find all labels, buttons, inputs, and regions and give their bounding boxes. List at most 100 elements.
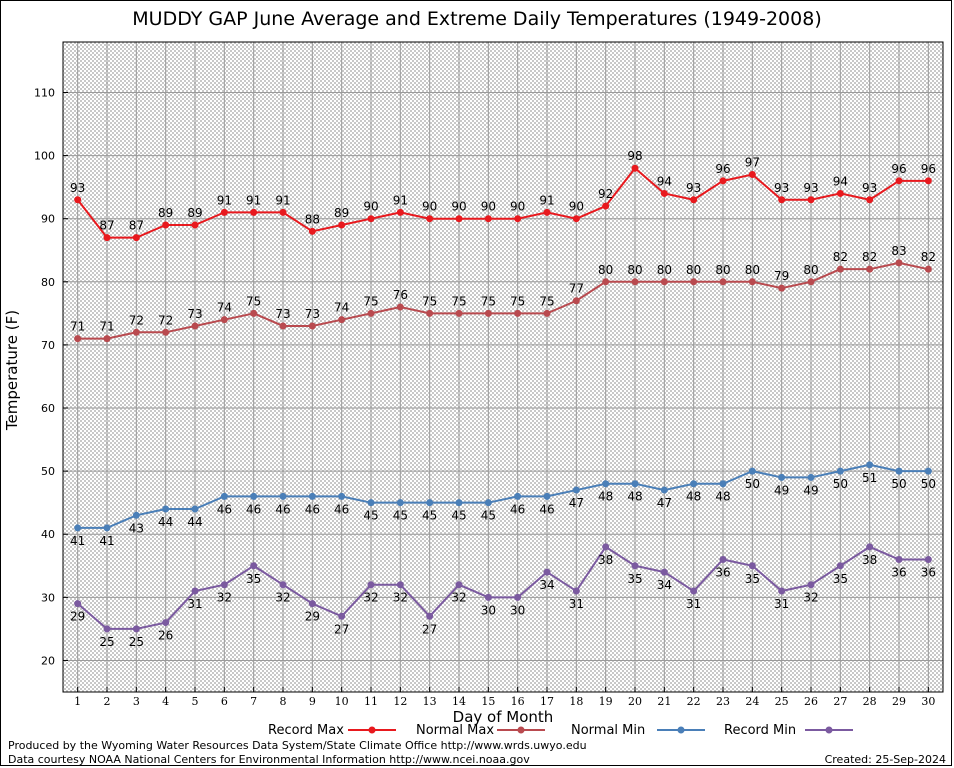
data-label-normal-max: 75 xyxy=(510,294,525,308)
data-point-normal-max xyxy=(543,309,551,317)
data-point-normal-max xyxy=(748,278,756,286)
x-tick-label: 2 xyxy=(104,695,111,708)
data-label-normal-min: 43 xyxy=(129,521,144,535)
data-label-normal-min: 50 xyxy=(891,477,906,491)
y-tick-label: 60 xyxy=(41,402,55,415)
data-label-record-max: 91 xyxy=(246,193,261,207)
data-point-record-min xyxy=(748,562,756,570)
data-label-record-min: 38 xyxy=(598,553,613,567)
data-label-normal-min: 48 xyxy=(715,490,730,504)
x-tick-label: 8 xyxy=(280,695,287,708)
data-point-normal-max xyxy=(338,316,346,324)
data-label-record-min: 25 xyxy=(99,635,114,649)
x-tick-label: 12 xyxy=(393,695,407,708)
data-label-record-max: 89 xyxy=(334,206,349,220)
data-point-record-max xyxy=(338,221,346,229)
x-tick-label: 4 xyxy=(162,695,169,708)
data-label-normal-min: 48 xyxy=(686,490,701,504)
data-label-record-max: 88 xyxy=(305,212,320,226)
data-point-normal-max xyxy=(895,259,903,267)
data-label-normal-min: 51 xyxy=(862,471,877,485)
data-label-record-max: 97 xyxy=(745,156,760,170)
data-label-record-min: 34 xyxy=(539,578,554,592)
data-label-normal-min: 45 xyxy=(363,509,378,523)
data-label-normal-max: 76 xyxy=(393,288,408,302)
legend-item-record-max: Record Max xyxy=(268,723,396,738)
data-point-record-max xyxy=(690,196,698,204)
data-label-normal-max: 80 xyxy=(715,263,730,277)
series-record-max: 93 87 87 89 89 91 91 91 88 89 90 91 90 90 90 90 91 90 92 98… xyxy=(70,149,936,242)
data-label-normal-max: 74 xyxy=(334,301,349,315)
data-label-normal-max: 71 xyxy=(99,320,114,334)
data-point-record-min xyxy=(103,625,111,633)
y-tick-label: 80 xyxy=(41,276,55,289)
data-point-record-max xyxy=(778,196,786,204)
data-point-record-min xyxy=(191,587,199,595)
x-tick-label: 22 xyxy=(687,695,701,708)
data-label-normal-min: 45 xyxy=(481,509,496,523)
legend-item-record-min: Record Min xyxy=(724,723,853,738)
x-tick-label: 24 xyxy=(745,695,759,708)
data-label-normal-min: 46 xyxy=(246,502,261,516)
data-label-normal-min: 45 xyxy=(393,509,408,523)
data-point-record-min xyxy=(602,543,610,551)
data-label-record-max: 96 xyxy=(715,162,730,176)
data-label-record-max: 89 xyxy=(187,206,202,220)
data-label-normal-min: 41 xyxy=(70,534,85,548)
data-point-normal-min xyxy=(866,461,874,469)
data-label-normal-min: 46 xyxy=(217,502,232,516)
data-point-record-min xyxy=(543,568,551,576)
data-point-normal-max xyxy=(162,328,170,336)
data-label-record-max: 93 xyxy=(686,181,701,195)
data-label-record-min: 31 xyxy=(569,597,584,611)
data-point-normal-min xyxy=(396,499,404,507)
data-point-record-max xyxy=(484,215,492,223)
data-label-record-max: 92 xyxy=(598,187,613,201)
data-label-normal-min: 46 xyxy=(305,502,320,516)
data-point-normal-max xyxy=(191,322,199,330)
data-label-record-min: 32 xyxy=(803,591,818,605)
data-point-normal-min xyxy=(220,492,228,500)
data-point-normal-min xyxy=(426,499,434,507)
data-label-record-max: 91 xyxy=(539,193,554,207)
data-label-record-max: 87 xyxy=(129,219,144,233)
data-point-record-min xyxy=(338,612,346,620)
series-normal-max: 71 71 72 72 73 74 75 73 73 74 75 76 75 75 75 75 75 77 80 80… xyxy=(70,244,936,343)
data-point-record-max xyxy=(250,208,258,216)
data-label-record-min: 35 xyxy=(627,572,642,586)
data-point-normal-min xyxy=(250,492,258,500)
data-label-record-max: 93 xyxy=(862,181,877,195)
data-label-normal-max: 82 xyxy=(833,250,848,264)
legend-marker-normal-min xyxy=(677,726,685,734)
data-point-record-min xyxy=(514,593,522,601)
data-point-normal-max xyxy=(778,284,786,292)
data-point-record-max xyxy=(455,215,463,223)
data-point-normal-max xyxy=(719,278,727,286)
data-point-record-min xyxy=(924,555,932,563)
data-point-record-max xyxy=(132,234,140,242)
data-label-record-min: 32 xyxy=(451,591,466,605)
data-label-record-min: 31 xyxy=(686,597,701,611)
data-label-normal-max: 77 xyxy=(569,282,584,296)
data-label-record-max: 93 xyxy=(803,181,818,195)
data-label-normal-min: 47 xyxy=(569,496,584,510)
data-point-record-min xyxy=(74,600,82,608)
y-tick-label: 20 xyxy=(41,654,55,667)
data-label-normal-max: 72 xyxy=(158,313,173,327)
data-point-normal-min xyxy=(836,467,844,475)
series-record-min: 29 25 25 26 31 32 35 32 29 27 32 32 27 32 30 30 34 31 38 35… xyxy=(70,543,936,649)
data-point-record-max xyxy=(572,215,580,223)
data-label-record-max: 90 xyxy=(481,200,496,214)
data-point-record-max xyxy=(660,189,668,197)
data-point-normal-min xyxy=(602,480,610,488)
y-tick-label: 90 xyxy=(41,213,55,226)
data-label-normal-min: 49 xyxy=(803,483,818,497)
data-label-normal-min: 46 xyxy=(510,502,525,516)
legend-label-record-max: Record Max xyxy=(268,723,344,738)
x-tick-label: 3 xyxy=(133,695,140,708)
data-label-record-max: 89 xyxy=(158,206,173,220)
data-point-normal-min xyxy=(191,505,199,513)
data-label-record-min: 29 xyxy=(70,610,85,624)
data-point-normal-max xyxy=(132,328,140,336)
data-point-normal-max xyxy=(279,322,287,330)
